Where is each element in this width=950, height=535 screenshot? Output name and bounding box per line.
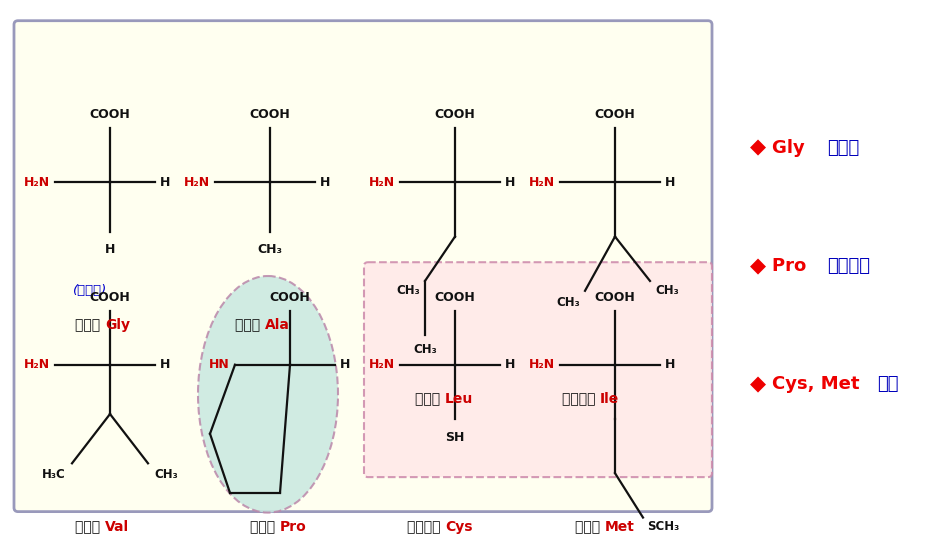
Text: CH₃: CH₃ [557, 296, 580, 309]
Text: COOH: COOH [89, 291, 130, 304]
Text: 缬氨酸: 缬氨酸 [75, 521, 105, 534]
Text: SH: SH [446, 431, 465, 444]
Text: ◆: ◆ [750, 256, 766, 276]
Text: 甩氨酸: 甩氨酸 [75, 318, 105, 332]
Text: H: H [160, 176, 170, 189]
FancyBboxPatch shape [14, 21, 712, 511]
Text: H₂N: H₂N [24, 358, 50, 371]
Text: H₂N: H₂N [529, 176, 555, 189]
Text: Ile: Ile [600, 392, 619, 406]
Text: COOH: COOH [595, 108, 636, 121]
Text: 亚氨基酸: 亚氨基酸 [827, 257, 870, 275]
Text: CH₃: CH₃ [396, 284, 420, 297]
Text: H₃C: H₃C [42, 468, 66, 482]
Text: H: H [505, 176, 515, 189]
Text: H₂N: H₂N [369, 176, 395, 189]
Text: 含硫: 含硫 [877, 376, 899, 393]
Text: 丙氨酸: 丙氨酸 [235, 318, 265, 332]
Text: COOH: COOH [595, 291, 636, 304]
Text: COOH: COOH [89, 108, 130, 121]
Text: (非手性): (非手性) [73, 284, 107, 297]
Text: CH₃: CH₃ [655, 284, 678, 297]
Text: Gly: Gly [105, 318, 130, 332]
Text: Met: Met [605, 521, 635, 534]
Text: H: H [160, 358, 170, 371]
Text: H: H [104, 243, 115, 256]
Text: COOH: COOH [434, 291, 475, 304]
Text: CH₃: CH₃ [154, 468, 178, 482]
Text: 异亮氨酸: 异亮氨酸 [561, 392, 600, 406]
Text: CH₃: CH₃ [413, 343, 437, 356]
Text: 蛋氨酸: 蛋氨酸 [575, 521, 605, 534]
Text: ◆: ◆ [750, 374, 766, 394]
Text: 半胱氨酸: 半胱氨酸 [407, 521, 445, 534]
Text: H: H [340, 358, 351, 371]
Text: H₂N: H₂N [24, 176, 50, 189]
Ellipse shape [198, 276, 338, 513]
Text: Cys, Met: Cys, Met [772, 376, 872, 393]
Text: H₂N: H₂N [369, 358, 395, 371]
Text: HN: HN [209, 358, 230, 371]
Text: H: H [665, 176, 675, 189]
FancyBboxPatch shape [364, 262, 712, 477]
Text: Cys: Cys [445, 521, 472, 534]
Text: Pro: Pro [280, 521, 307, 534]
Text: Pro: Pro [772, 257, 819, 275]
Text: SCH₃: SCH₃ [647, 521, 679, 533]
Text: CH₃: CH₃ [257, 243, 282, 256]
Text: COOH: COOH [270, 291, 311, 304]
Text: ◆: ◆ [750, 138, 766, 158]
Text: H: H [320, 176, 331, 189]
Text: Ala: Ala [265, 318, 290, 332]
Text: Gly: Gly [772, 139, 817, 157]
Text: 无手性: 无手性 [827, 139, 859, 157]
Text: COOH: COOH [250, 108, 291, 121]
Text: 亮氨酸: 亮氨酸 [415, 392, 445, 406]
Text: H: H [665, 358, 675, 371]
Text: H₂N: H₂N [529, 358, 555, 371]
Text: COOH: COOH [434, 108, 475, 121]
Text: Val: Val [105, 521, 129, 534]
Text: H₂N: H₂N [184, 176, 210, 189]
Text: H: H [505, 358, 515, 371]
Text: 脖氨酸: 脖氨酸 [250, 521, 280, 534]
Text: Leu: Leu [445, 392, 473, 406]
